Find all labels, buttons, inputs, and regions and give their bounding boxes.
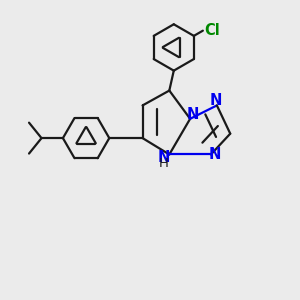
Text: N: N xyxy=(209,94,222,109)
Text: N: N xyxy=(157,150,170,165)
Text: H: H xyxy=(158,158,168,170)
Text: Cl: Cl xyxy=(204,23,220,38)
Text: N: N xyxy=(186,107,199,122)
Text: N: N xyxy=(208,147,221,162)
